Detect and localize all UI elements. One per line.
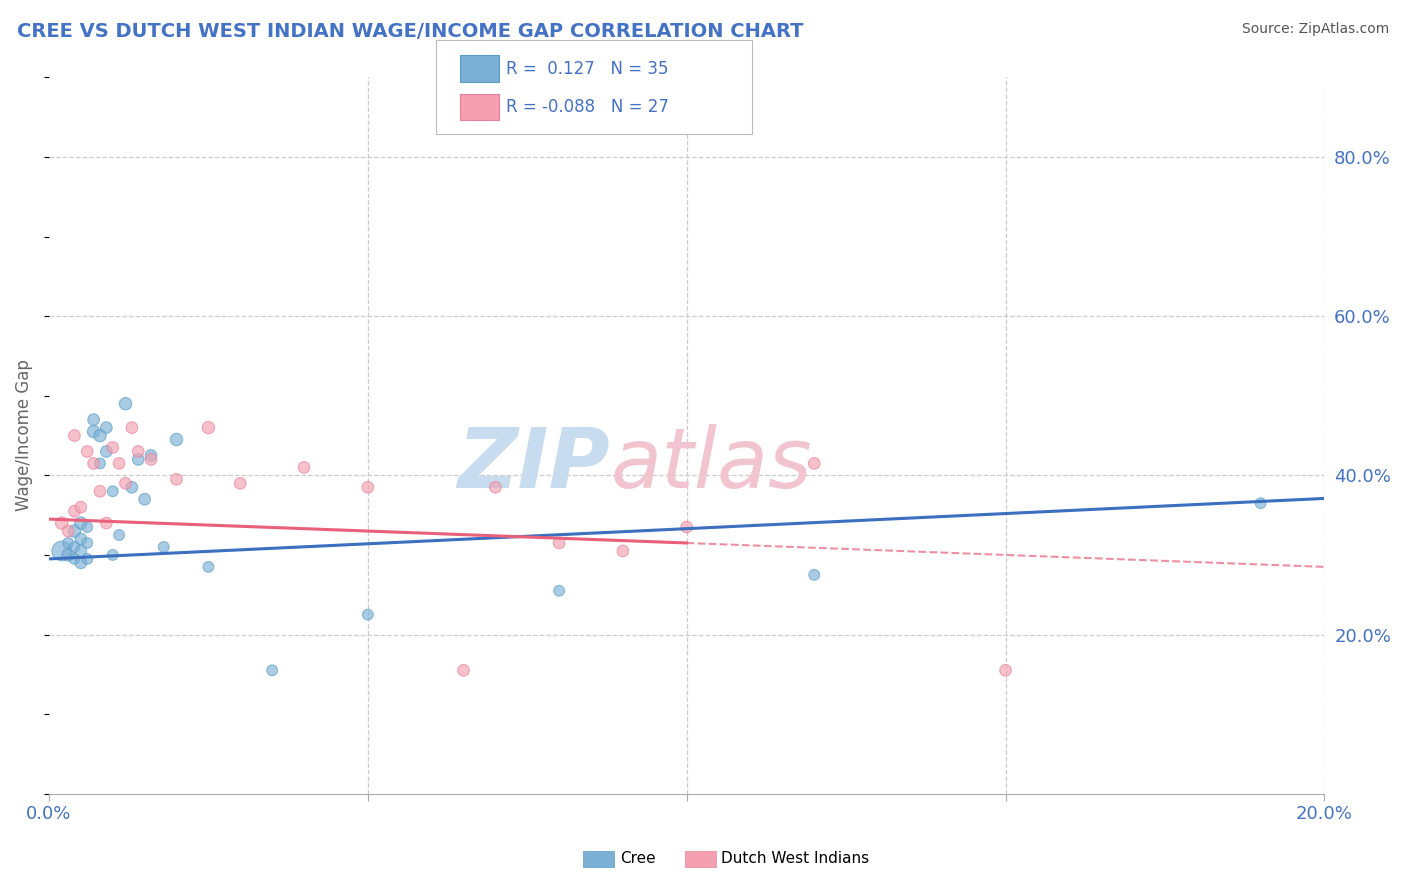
Point (803, 457, 825, 471)
Point (63, 540, 86, 554)
Point (70, 532, 93, 546)
Point (1250, 496, 1272, 510)
Point (76, 552, 98, 566)
Point (83, 425, 105, 439)
Point (56, 536, 79, 550)
Point (134, 492, 156, 507)
Point (89, 428, 111, 442)
Point (357, 607, 380, 622)
Text: Dutch West Indians: Dutch West Indians (721, 852, 869, 866)
Point (56, 548, 79, 562)
Point (139, 449, 162, 463)
Point (101, 441, 124, 455)
Point (70, 544, 93, 558)
Point (548, 583, 571, 598)
Point (83, 412, 105, 426)
Text: CREE VS DUTCH WEST INDIAN WAGE/INCOME GAP CORRELATION CHART: CREE VS DUTCH WEST INDIAN WAGE/INCOME GA… (17, 22, 803, 41)
Point (675, 520, 697, 534)
Point (197, 420, 219, 434)
Point (96, 516, 118, 530)
Text: Cree: Cree (620, 852, 655, 866)
Point (51, 516, 73, 530)
Point (63, 504, 86, 518)
Point (96, 420, 118, 434)
Text: Source: ZipAtlas.com: Source: ZipAtlas.com (1241, 22, 1389, 37)
Text: atlas: atlas (610, 424, 811, 505)
Point (484, 480, 506, 494)
Point (76, 444, 98, 458)
Point (89, 484, 111, 499)
Point (114, 397, 136, 411)
Point (127, 452, 149, 467)
Point (262, 663, 284, 677)
Text: ZIP: ZIP (457, 424, 610, 505)
Point (612, 544, 634, 558)
Point (63, 524, 86, 538)
Point (70, 500, 93, 515)
Point (101, 484, 124, 499)
Point (76, 536, 98, 550)
Point (89, 457, 111, 471)
Point (121, 420, 143, 434)
Point (63, 428, 86, 442)
Point (121, 480, 143, 494)
Point (70, 516, 93, 530)
Point (108, 457, 131, 471)
Point (96, 444, 118, 458)
Point (63, 552, 86, 566)
Point (139, 452, 162, 467)
Point (108, 528, 131, 542)
Text: R =  0.127   N = 35: R = 0.127 N = 35 (506, 60, 669, 78)
Point (70, 556, 93, 570)
Point (229, 476, 252, 491)
Point (453, 663, 475, 677)
Point (127, 444, 149, 458)
Point (76, 520, 98, 534)
Point (197, 560, 219, 574)
Point (166, 472, 188, 486)
Text: R = -0.088   N = 27: R = -0.088 N = 27 (506, 98, 669, 116)
Point (83, 457, 105, 471)
Point (56, 524, 79, 538)
Point (548, 536, 571, 550)
Point (152, 540, 174, 554)
Point (166, 433, 188, 447)
Point (803, 567, 825, 582)
Y-axis label: Wage/Income Gap: Wage/Income Gap (15, 359, 32, 511)
Point (994, 663, 1017, 677)
Point (292, 460, 315, 475)
Point (357, 480, 380, 494)
Point (114, 476, 136, 491)
Point (101, 548, 124, 562)
Point (51, 544, 73, 558)
